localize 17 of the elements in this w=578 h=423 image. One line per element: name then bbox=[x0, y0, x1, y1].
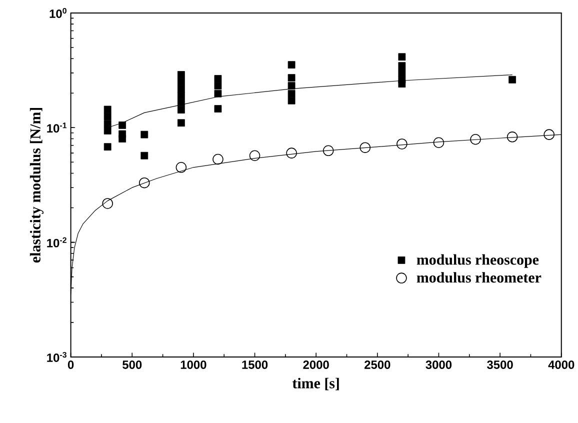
x-axis-title: time [s] bbox=[292, 378, 339, 390]
x-tick-label: 3000 bbox=[426, 360, 452, 370]
x-tick-label: 2500 bbox=[364, 360, 390, 370]
y-tick-label: 10$^{0}$ bbox=[50, 8, 66, 18]
legend-label: modulus rheometer bbox=[416, 272, 542, 283]
legend-label: modulus rheoscope bbox=[416, 254, 539, 268]
x-tick-label: 1000 bbox=[180, 360, 206, 370]
x-tick-label: 500 bbox=[122, 360, 142, 370]
x-tick-label: 4000 bbox=[548, 360, 574, 370]
y-tick-label: 10$^{-1}$ bbox=[47, 122, 67, 133]
x-tick-label: 1500 bbox=[242, 360, 268, 370]
x-tick-label: 2000 bbox=[303, 360, 329, 370]
y-tick-label: 10$^{-2}$ bbox=[47, 237, 66, 248]
y-axis-title: elasticity modulus [N/m] bbox=[30, 108, 44, 263]
y-tick-label: 10$^{-3}$ bbox=[47, 352, 66, 362]
x-tick-label: 0 bbox=[68, 360, 74, 370]
x-tick-label: 3500 bbox=[487, 360, 513, 370]
